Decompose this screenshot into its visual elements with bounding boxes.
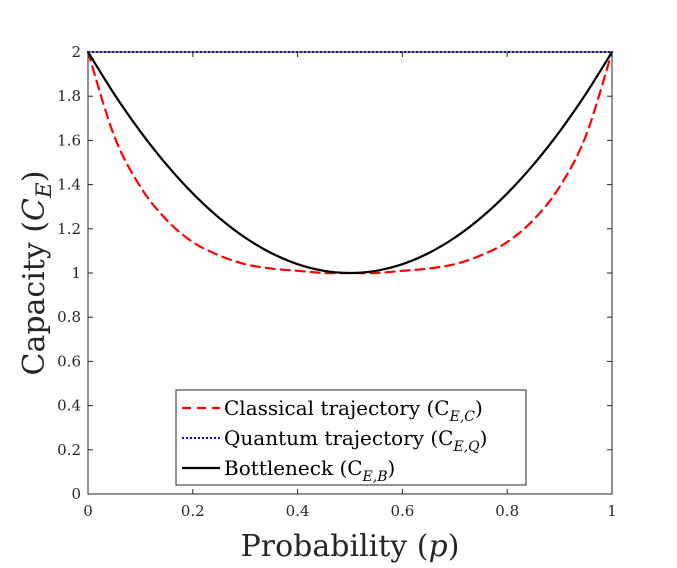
legend-label-0: Classical trajectory (CE,C) — [224, 396, 483, 425]
y-tick-label: 0 — [71, 485, 81, 503]
legend-box — [175, 389, 527, 486]
x-tick-label: 0.4 — [286, 502, 310, 520]
legend: Classical trajectory (CE,C)Quantum traje… — [175, 389, 527, 486]
ticks-layer: 0 0.2 0.4 0.6 0.8 1 0 0.2 0.4 0.6 0.8 1 1.2 1.4 1.6 1.8… — [57, 43, 617, 520]
x-tick-label: 0.6 — [390, 502, 414, 520]
x-tick-label: 1 — [607, 502, 617, 520]
y-tick-label: 1.2 — [57, 220, 81, 238]
y-tick-label: 1.6 — [57, 131, 81, 149]
y-tick-label: 1.4 — [57, 176, 81, 194]
y-tick-label: 0.2 — [57, 441, 81, 459]
y-tick-label: 0.6 — [57, 352, 81, 370]
y-axis-label: Capacity (CE) — [17, 170, 57, 375]
y-tick-label: 0.4 — [57, 397, 81, 415]
y-tick-label: 0.8 — [57, 308, 81, 326]
x-tick-label: 0 — [83, 502, 93, 520]
legend-label-2: Bottleneck (CE,B) — [224, 456, 395, 485]
y-tick-label: 2 — [71, 43, 81, 61]
x-axis-label: Probability (p) — [241, 529, 460, 564]
series-line-2 — [86, 50, 614, 275]
y-tick-label: 1 — [71, 264, 81, 282]
x-tick-label: 0.8 — [495, 502, 519, 520]
plot-frame — [87, 51, 613, 495]
x-tick-label: 0.2 — [181, 502, 205, 520]
legend-label-1: Quantum trajectory (CE,Q) — [224, 426, 487, 455]
y-tick-label: 1.8 — [57, 87, 81, 105]
